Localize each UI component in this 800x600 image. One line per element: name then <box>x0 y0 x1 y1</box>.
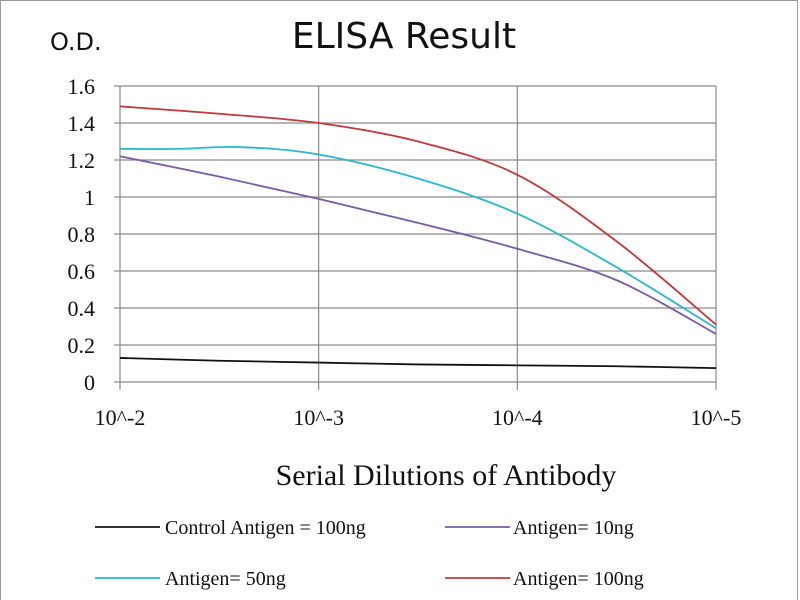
x-axis-label: Serial Dilutions of Antibody <box>276 459 617 492</box>
x-tick-labels: 10^-2 10^-3 10^-4 10^-5 <box>95 405 742 430</box>
y-tick-label: 0.2 <box>68 333 96 358</box>
y-tick-label: 0 <box>84 370 95 395</box>
legend-item: Control Antigen = 100ng <box>95 517 366 539</box>
series-line-1 <box>119 155 717 335</box>
series-line-0 <box>119 357 717 370</box>
y-tick-label: 0.6 <box>68 259 96 284</box>
grid-lines <box>114 85 717 390</box>
legend-label: Antigen= 10ng <box>513 517 634 539</box>
x-tick-label: 10^-4 <box>492 405 543 430</box>
y-tick-label: 0.4 <box>68 296 96 321</box>
y-tick-labels: 0 0.2 0.4 0.6 0.8 1 1.2 1.4 1.6 <box>68 74 96 395</box>
y-tick-label: 1.4 <box>68 111 96 136</box>
legend-label: Control Antigen = 100ng <box>165 517 366 539</box>
legend-label: Antigen= 100ng <box>513 568 644 590</box>
legend-item: Antigen= 100ng <box>445 568 644 590</box>
chart-title: ELISA Result <box>292 16 516 57</box>
series-line-3 <box>119 105 717 326</box>
y-tick-label: 1.6 <box>68 74 96 99</box>
y-tick-label: 0.8 <box>68 222 96 247</box>
x-tick-label: 10^-2 <box>95 405 146 430</box>
x-tick-label: 10^-3 <box>293 405 344 430</box>
x-tick-label: 10^-5 <box>691 405 742 430</box>
legend-label: Antigen= 50ng <box>165 568 286 590</box>
legend-item: Antigen= 50ng <box>95 568 286 590</box>
y-axis-label: O.D. <box>50 28 102 56</box>
series-lines <box>119 105 717 370</box>
legend-item: Antigen= 10ng <box>445 517 634 539</box>
legend: Control Antigen = 100ng Antigen= 10ng Anti… <box>95 517 644 590</box>
y-tick-label: 1 <box>84 185 95 210</box>
y-tick-label: 1.2 <box>68 148 96 173</box>
series-line-2 <box>119 145 717 330</box>
